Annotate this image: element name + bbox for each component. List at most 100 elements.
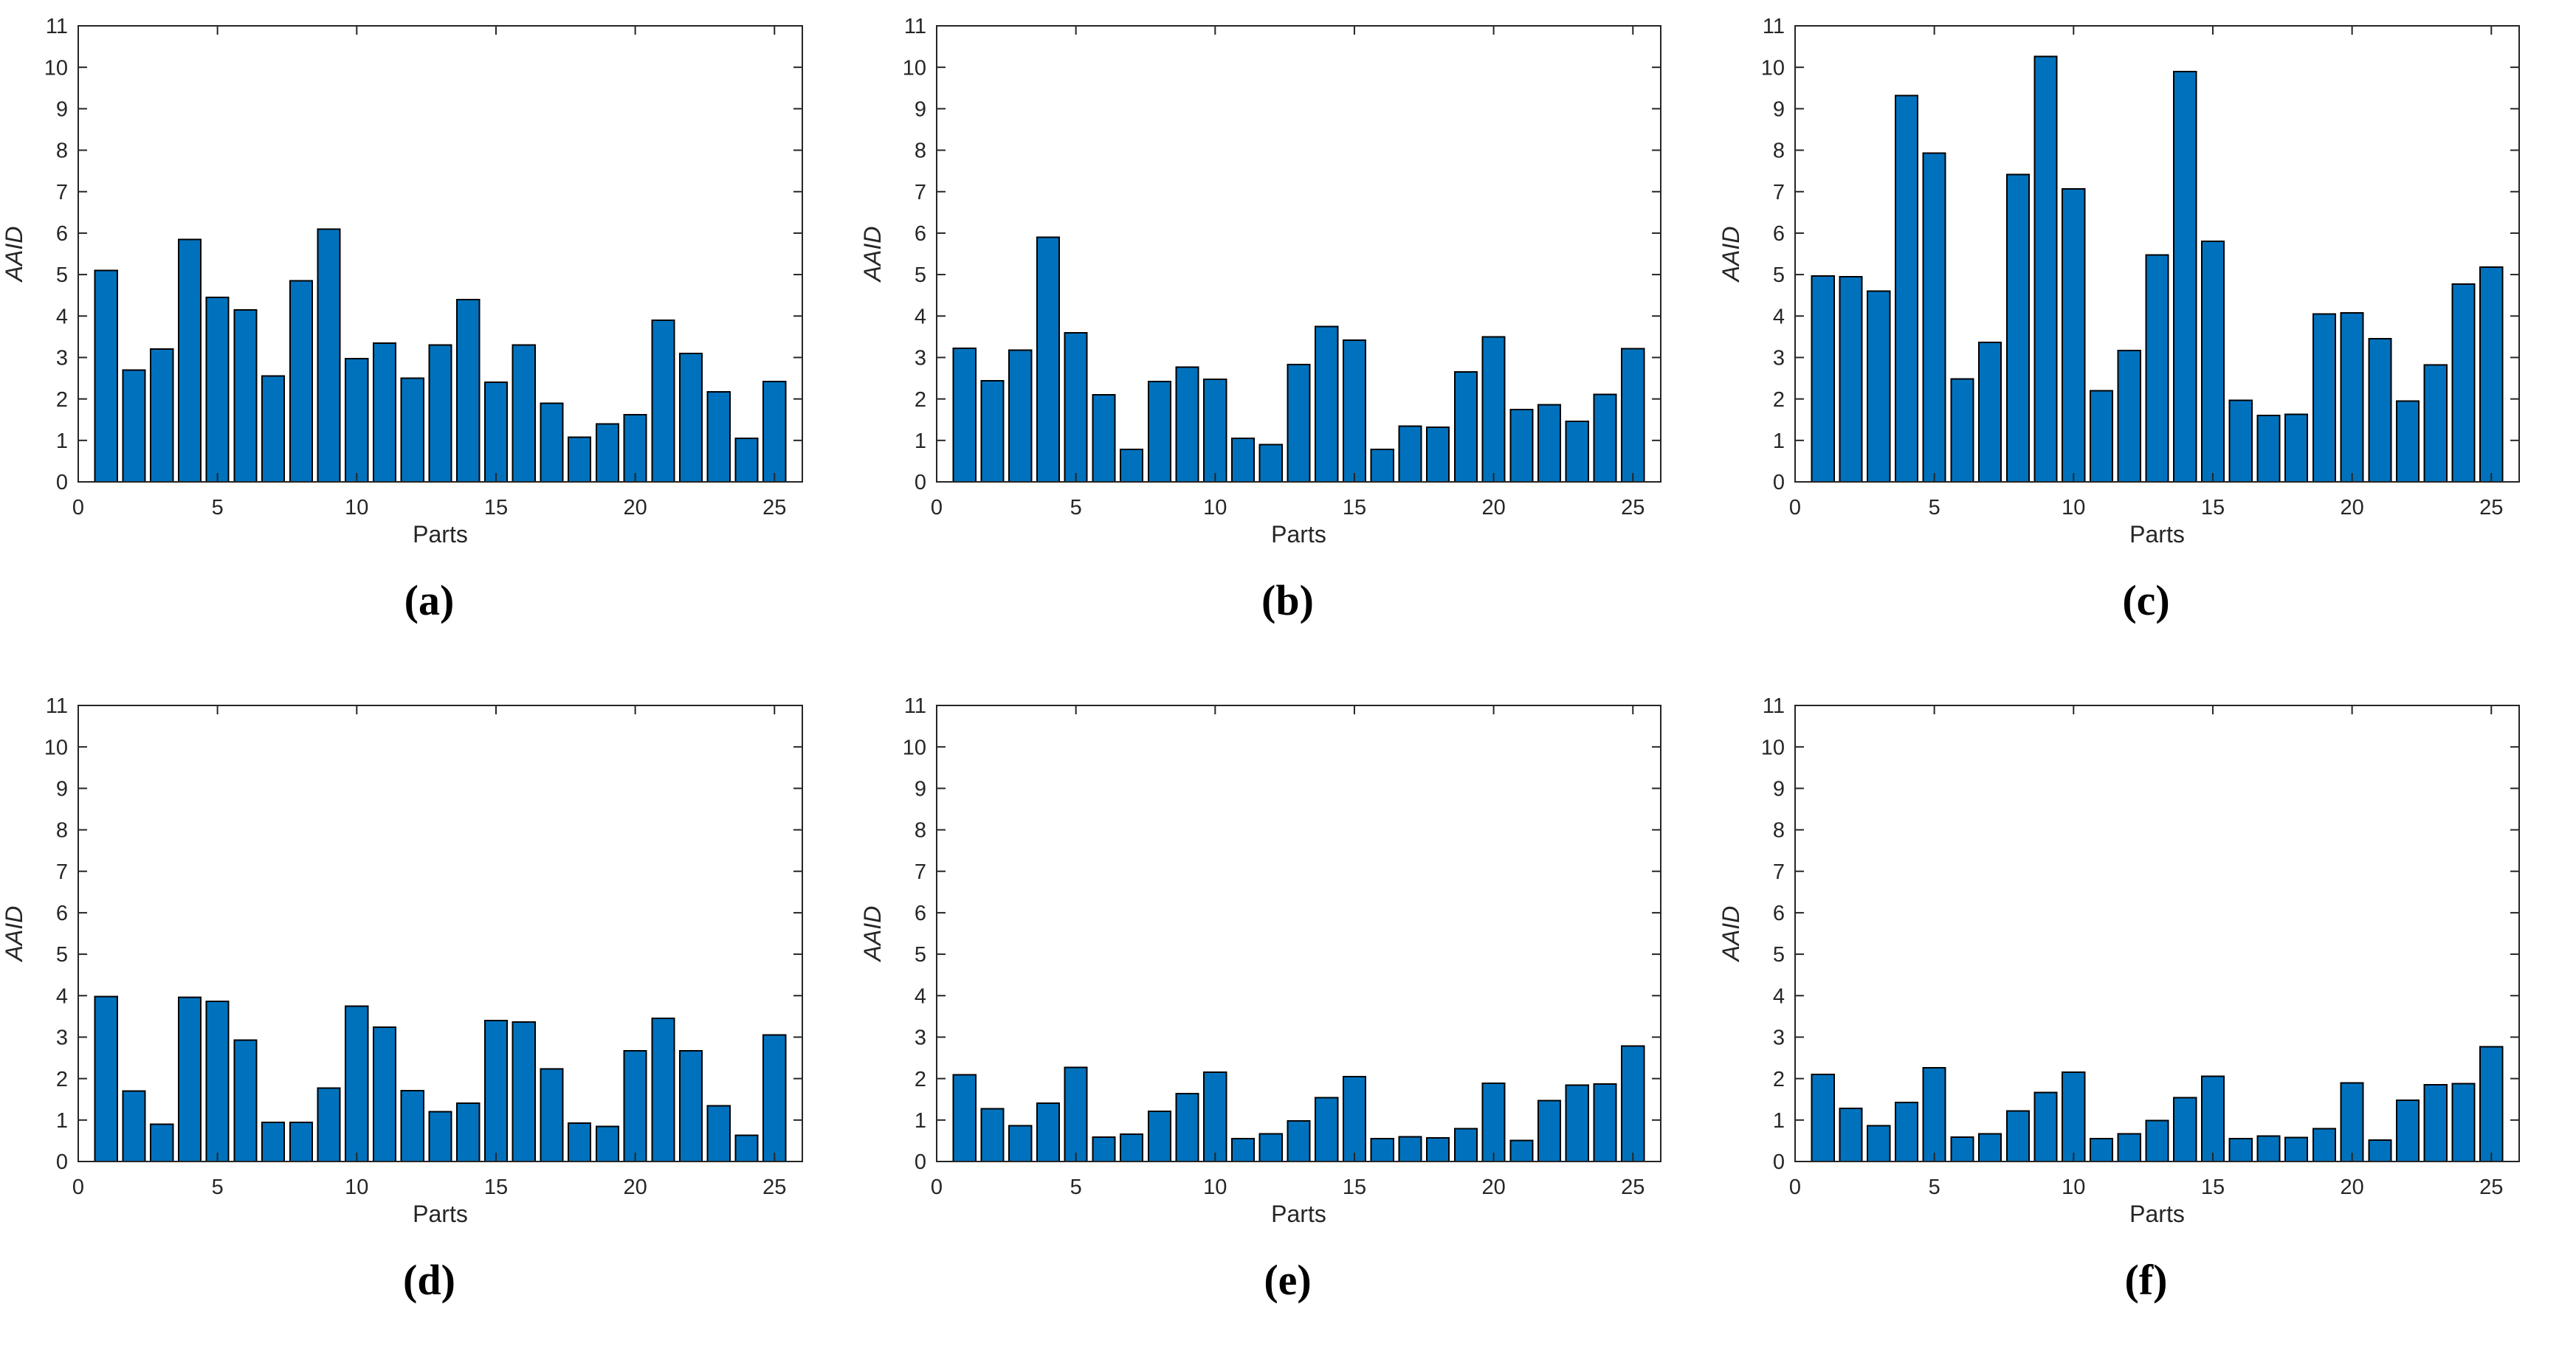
y-tick-label: 9	[1773, 98, 1785, 122]
bar-part-23	[2423, 1084, 2448, 1162]
bar-part-2	[122, 1090, 146, 1162]
bar-part-9	[317, 1087, 341, 1162]
bar-part-16	[512, 344, 536, 483]
x-axis-label: Parts	[1271, 1201, 1326, 1227]
panel-caption-a: (a)	[404, 576, 455, 624]
bar-part-5	[205, 296, 230, 483]
chart-panel-f: 0 5 10 15 20 25 0 1 2 3 4 5 6 7 8 9 10 11 Parts AAID (f)	[1717, 680, 2575, 1302]
bar-part-17	[1398, 425, 1422, 483]
bar-part-15	[2200, 241, 2225, 483]
y-tick-label: 1	[56, 1109, 68, 1133]
x-tick-label: 0	[931, 1176, 943, 1199]
bar-chart-e: 0 5 10 15 20 25 0 1 2 3 4 5 6 7 8 9 10 11 Parts AAID	[859, 694, 1661, 1227]
x-axis-label: Parts	[2129, 1201, 2185, 1227]
x-tick-label: 10	[2062, 1176, 2085, 1199]
bar-part-25	[1621, 1045, 1645, 1162]
bar-part-11	[372, 342, 397, 483]
bar-part-2	[1839, 275, 1863, 483]
bar-part-7	[1978, 342, 2002, 483]
bar-part-10	[2062, 1071, 2086, 1163]
bar-part-18	[2284, 413, 2309, 483]
bar-part-8	[1147, 1111, 1171, 1163]
x-tick-label: 10	[345, 496, 368, 520]
bar-chart-d: 0 5 10 15 20 25 0 1 2 3 4 5 6 7 8 9 10 11 Parts AAID	[1, 694, 803, 1227]
bar-chart-b: 0 5 10 15 20 25 0 1 2 3 4 5 6 7 8 9 10 11 Parts AAID	[859, 15, 1661, 548]
bar-part-13	[2145, 254, 2169, 483]
bar-part-18	[568, 1122, 592, 1162]
y-tick-label: 7	[915, 181, 926, 204]
y-tick-label: 5	[915, 263, 926, 287]
bar-part-13	[428, 344, 452, 483]
bar-part-17	[2256, 415, 2281, 483]
x-tick-label: 20	[2340, 1176, 2363, 1199]
bar-part-13	[1287, 364, 1311, 483]
bar-part-18	[1426, 1136, 1450, 1162]
y-tick-label: 5	[56, 943, 68, 967]
bar-part-11	[1230, 438, 1256, 483]
chart-panel-c: 0 5 10 15 20 25 0 1 2 3 4 5 6 7 8 9 10 11 Parts AAID (c)	[1717, 0, 2575, 622]
bar-part-19	[2312, 1128, 2336, 1162]
y-tick-label: 5	[915, 943, 926, 967]
bar-part-9	[1175, 366, 1199, 483]
x-tick-label: 25	[2479, 1176, 2503, 1199]
y-tick-label: 4	[56, 305, 68, 328]
bar-part-14	[1315, 1097, 1339, 1162]
bar-part-12	[2117, 1133, 2141, 1162]
bar-part-11	[2089, 390, 2114, 483]
y-tick-label: 4	[56, 984, 68, 1008]
bar-part-7	[1120, 1133, 1144, 1162]
bar-part-12	[400, 377, 424, 483]
x-tick-label: 10	[1203, 496, 1227, 520]
y-tick-label: 2	[56, 388, 68, 412]
bar-part-19	[595, 423, 619, 483]
x-tick-label: 0	[1789, 496, 1801, 520]
bar-part-21	[651, 319, 675, 483]
y-tick-label: 7	[915, 860, 926, 884]
bar-part-15	[483, 382, 509, 483]
bar-part-24	[2451, 1083, 2476, 1163]
axes-box	[78, 705, 803, 1162]
x-tick-label: 0	[1789, 1176, 1801, 1199]
y-tick-label: 0	[1773, 471, 1785, 494]
bar-part-16	[512, 1021, 536, 1163]
bar-part-11	[372, 1026, 397, 1162]
bar-part-24	[2451, 283, 2476, 483]
x-tick-label: 15	[1343, 496, 1366, 520]
bar-part-9	[2033, 1091, 2058, 1162]
y-tick-label: 8	[915, 819, 926, 843]
x-tick-label: 25	[2479, 496, 2503, 520]
y-tick-label: 9	[56, 778, 68, 801]
bar-part-25	[2479, 266, 2504, 483]
y-tick-label: 5	[1773, 263, 1785, 287]
x-axis-label: Parts	[413, 1201, 468, 1227]
bar-part-15	[2200, 1075, 2225, 1163]
y-tick-label: 3	[56, 347, 68, 370]
bar-part-19	[1453, 1128, 1478, 1162]
axes-box	[1794, 705, 2520, 1162]
y-tick-label: 1	[1773, 1109, 1785, 1133]
bar-part-24	[1593, 393, 1617, 483]
y-tick-label: 7	[56, 860, 68, 884]
bar-part-20	[2340, 311, 2364, 483]
axes-box	[78, 25, 803, 483]
x-tick-label: 10	[345, 1176, 368, 1199]
bar-part-15	[483, 1019, 509, 1163]
bar-part-23	[1565, 1084, 1589, 1163]
y-tick-label: 3	[915, 1026, 926, 1050]
y-tick-label: 8	[56, 139, 68, 163]
bar-part-16	[2228, 1138, 2253, 1162]
bar-part-10	[345, 358, 369, 483]
y-tick-label: 10	[903, 736, 926, 759]
axes-box	[936, 705, 1661, 1162]
y-tick-label: 3	[915, 347, 926, 370]
y-tick-label: 5	[1773, 943, 1785, 967]
bar-part-14	[456, 298, 481, 483]
chart-panel-d: 0 5 10 15 20 25 0 1 2 3 4 5 6 7 8 9 10 11 Parts AAID (d)	[0, 680, 858, 1302]
x-tick-label: 20	[1481, 1176, 1505, 1199]
bar-part-25	[762, 1034, 787, 1162]
x-tick-label: 5	[212, 1176, 224, 1199]
bar-part-8	[2005, 173, 2030, 483]
axes-box	[1794, 25, 2520, 483]
bar-part-17	[540, 402, 564, 483]
x-tick-label: 25	[1621, 496, 1645, 520]
